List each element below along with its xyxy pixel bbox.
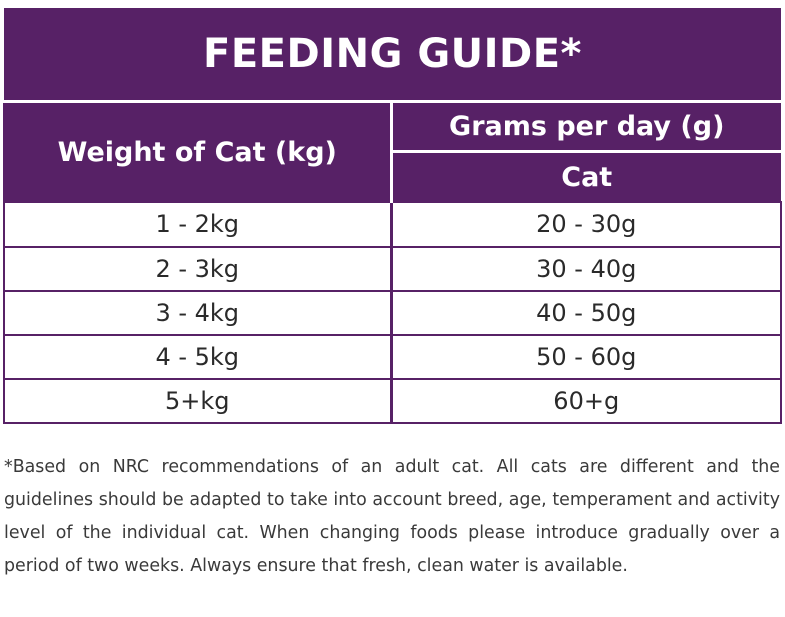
table-row: 2 - 3kg 30 - 40g (3, 245, 782, 292)
weight-cell: 5+kg (3, 377, 393, 425)
weight-column-header: Weight of Cat (kg) (3, 101, 393, 203)
table-row: 4 - 5kg 50 - 60g (3, 333, 782, 380)
table-row: 3 - 4kg 40 - 50g (3, 289, 782, 336)
cat-subheader: Cat (391, 151, 781, 203)
weight-cell: 2 - 3kg (3, 245, 393, 292)
feeding-guide-table: FEEDING GUIDE* Weight of Cat (kg) Grams … (3, 8, 782, 425)
weight-cell: 3 - 4kg (3, 289, 393, 336)
feeding-guide-title: FEEDING GUIDE* (4, 8, 781, 103)
grams-cell: 30 - 40g (390, 245, 782, 292)
weight-cell: 1 - 2kg (3, 201, 393, 248)
table-row: 1 - 2kg 20 - 30g (3, 201, 782, 248)
grams-cell: 40 - 50g (390, 289, 782, 336)
table-row: 5+kg 60+g (3, 377, 782, 425)
grams-cell: 20 - 30g (390, 201, 782, 248)
grams-cell: 50 - 60g (390, 333, 782, 380)
weight-cell: 4 - 5kg (3, 333, 393, 380)
grams-cell: 60+g (390, 377, 782, 425)
footnote: *Based on NRC recommendations of an adul… (4, 457, 780, 576)
grams-column-header: Grams per day (g) (391, 101, 781, 153)
